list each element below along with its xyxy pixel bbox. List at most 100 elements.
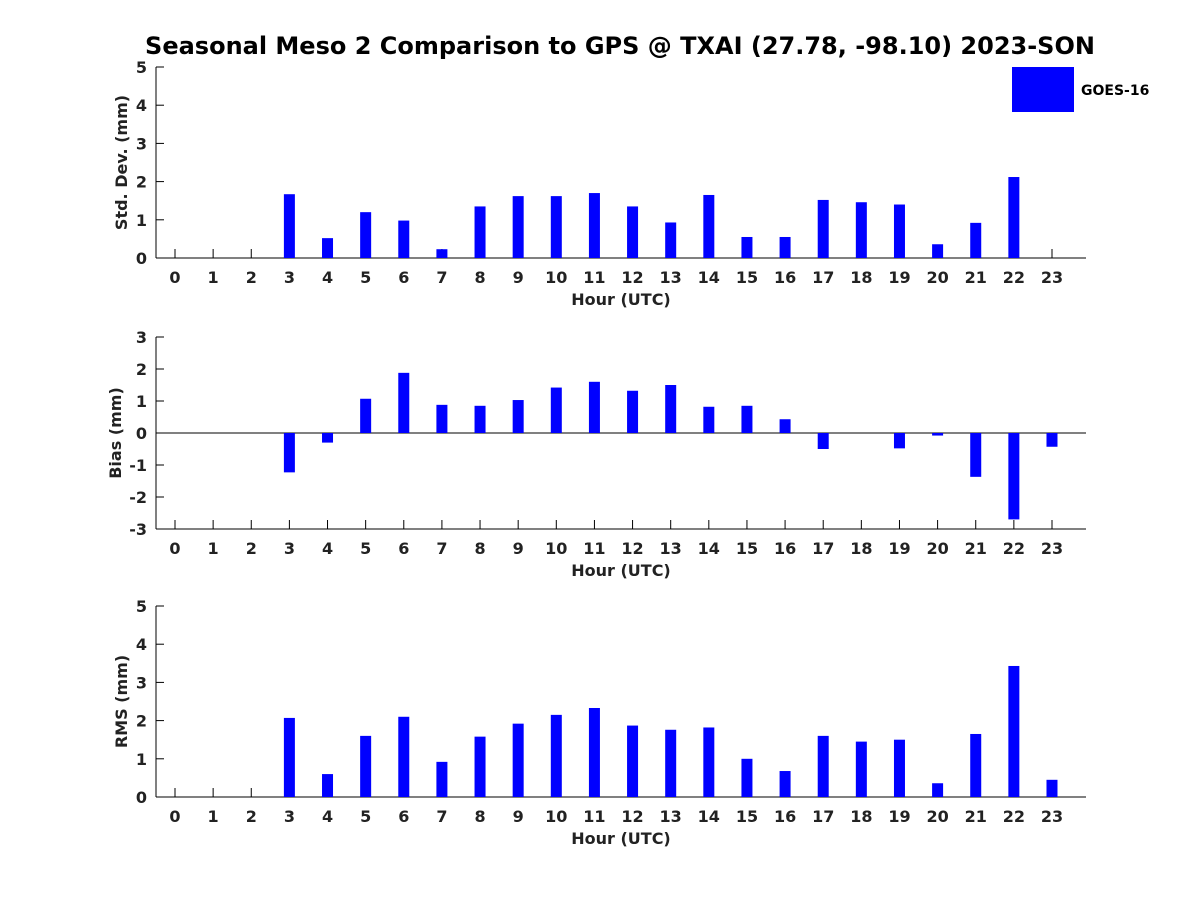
- x-tick-label: 18: [850, 268, 872, 287]
- y-tick-label: 2: [136, 712, 147, 731]
- x-tick-label: 22: [1003, 807, 1025, 826]
- y-tick-label: 1: [136, 392, 147, 411]
- x-tick-label: 19: [888, 268, 910, 287]
- x-tick-label: 1: [208, 539, 219, 558]
- x-tick-label: 12: [621, 539, 643, 558]
- bar: [627, 390, 639, 433]
- bar: [1008, 177, 1020, 258]
- bar: [512, 196, 524, 258]
- bar: [512, 400, 524, 433]
- bar: [627, 206, 639, 258]
- bar: [550, 196, 562, 258]
- x-tick-label: 15: [736, 807, 758, 826]
- x-tick-label: 5: [360, 268, 371, 287]
- y-tick-label: -1: [129, 456, 147, 475]
- x-tick-label: 22: [1003, 268, 1025, 287]
- bar: [779, 419, 791, 433]
- bar: [817, 433, 829, 449]
- bar: [436, 761, 448, 797]
- x-tick-label: 13: [660, 539, 682, 558]
- x-tick-label: 4: [322, 539, 333, 558]
- x-tick-label: 4: [322, 268, 333, 287]
- bar: [817, 735, 829, 797]
- y-tick-label: 2: [136, 360, 147, 379]
- bar: [550, 387, 562, 433]
- bar: [932, 433, 944, 436]
- bar: [932, 244, 944, 258]
- y-axis-label: Std. Dev. (mm): [112, 95, 131, 230]
- y-tick-label: 0: [136, 249, 147, 268]
- bar: [665, 729, 677, 797]
- bar: [970, 222, 982, 258]
- bar: [1046, 433, 1058, 447]
- x-tick-label: 3: [284, 539, 295, 558]
- x-tick-label: 1: [208, 807, 219, 826]
- y-tick-label: 4: [136, 96, 147, 115]
- x-tick-label: 8: [474, 807, 485, 826]
- bar: [741, 758, 753, 797]
- bar: [703, 406, 715, 433]
- bar: [855, 202, 867, 258]
- legend-swatch: [1012, 67, 1074, 112]
- bar: [970, 733, 982, 797]
- bar: [665, 385, 677, 433]
- x-tick-label: 10: [545, 268, 567, 287]
- bar: [398, 220, 410, 258]
- x-axis-label: Hour (UTC): [571, 290, 671, 309]
- x-tick-label: 16: [774, 539, 796, 558]
- x-tick-label: 3: [284, 268, 295, 287]
- y-tick-label: -3: [129, 520, 147, 539]
- x-tick-label: 9: [513, 268, 524, 287]
- x-tick-label: 23: [1041, 268, 1063, 287]
- x-tick-label: 9: [513, 807, 524, 826]
- y-axis-label: RMS (mm): [112, 655, 131, 748]
- bar: [1046, 779, 1058, 797]
- x-tick-label: 10: [545, 807, 567, 826]
- bar: [741, 236, 753, 258]
- x-tick-label: 8: [474, 268, 485, 287]
- legend-label: GOES-16: [1081, 83, 1149, 99]
- y-tick-label: 1: [136, 211, 147, 230]
- x-tick-label: 1: [208, 268, 219, 287]
- x-tick-label: 17: [812, 807, 834, 826]
- bar: [893, 739, 905, 797]
- x-tick-label: 3: [284, 807, 295, 826]
- bar: [474, 405, 486, 433]
- x-tick-label: 21: [965, 268, 987, 287]
- bar: [588, 707, 600, 797]
- bar: [779, 236, 791, 258]
- x-tick-label: 10: [545, 539, 567, 558]
- x-tick-label: 23: [1041, 539, 1063, 558]
- x-tick-label: 20: [926, 807, 948, 826]
- x-tick-label: 16: [774, 268, 796, 287]
- bar: [436, 249, 448, 258]
- x-tick-label: 14: [698, 539, 720, 558]
- bar: [474, 206, 486, 258]
- bar: [1008, 433, 1020, 520]
- y-tick-label: 3: [136, 673, 147, 692]
- x-tick-label: 7: [436, 807, 447, 826]
- bar: [855, 741, 867, 797]
- bar: [322, 774, 334, 797]
- y-tick-label: 3: [136, 134, 147, 153]
- x-tick-label: 9: [513, 539, 524, 558]
- bar: [360, 212, 372, 258]
- x-tick-label: 7: [436, 539, 447, 558]
- y-tick-label: 0: [136, 788, 147, 807]
- x-axis-label: Hour (UTC): [571, 561, 671, 580]
- x-tick-label: 6: [398, 539, 409, 558]
- x-tick-label: 4: [322, 807, 333, 826]
- bar: [627, 725, 639, 797]
- bar: [703, 194, 715, 258]
- bar: [779, 771, 791, 797]
- x-tick-label: 18: [850, 807, 872, 826]
- x-tick-label: 2: [246, 268, 257, 287]
- y-tick-label: 5: [136, 58, 147, 77]
- x-tick-label: 5: [360, 807, 371, 826]
- bar: [474, 736, 486, 797]
- x-tick-label: 19: [888, 539, 910, 558]
- x-tick-label: 11: [583, 539, 605, 558]
- x-tick-label: 6: [398, 807, 409, 826]
